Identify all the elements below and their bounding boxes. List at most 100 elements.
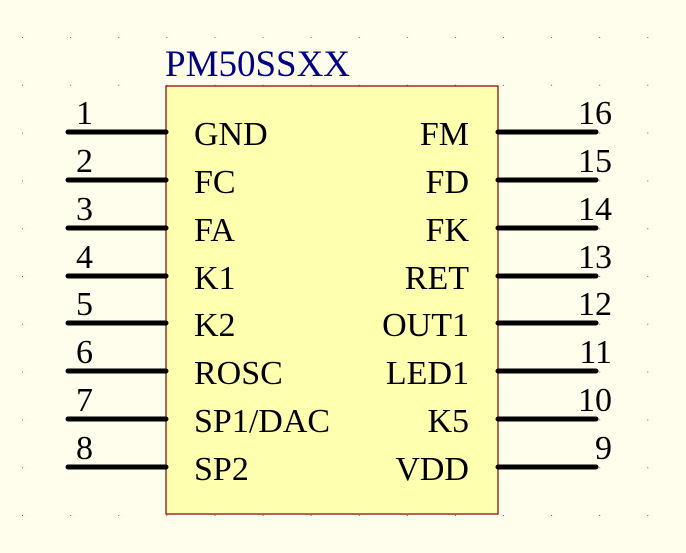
grid-dot bbox=[599, 515, 601, 516]
grid-dot bbox=[310, 37, 312, 38]
grid-dot bbox=[647, 37, 649, 38]
grid-dot bbox=[118, 37, 120, 38]
pin-label: FA bbox=[194, 212, 235, 249]
grid-dot bbox=[647, 467, 649, 469]
grid-dot bbox=[406, 37, 408, 38]
grid-dot bbox=[503, 84, 504, 86]
pin-number: 3 bbox=[76, 191, 93, 228]
grid-dot bbox=[406, 84, 408, 86]
pin-label: K5 bbox=[427, 403, 469, 440]
pin-label: ROSC bbox=[194, 355, 283, 392]
grid-dot bbox=[22, 228, 23, 230]
pin-label: FC bbox=[194, 164, 236, 201]
grid-dot bbox=[551, 37, 553, 38]
pin-number: 11 bbox=[579, 334, 612, 371]
pin-number: 16 bbox=[578, 95, 612, 132]
grid-dot bbox=[22, 515, 23, 516]
pin-number: 8 bbox=[76, 430, 93, 467]
pin-label: RET bbox=[405, 260, 469, 297]
grid-dot bbox=[599, 371, 601, 373]
pin-9[interactable]: 9 VDD bbox=[395, 430, 612, 488]
grid-dot bbox=[599, 84, 601, 86]
pin-label: K2 bbox=[194, 307, 236, 344]
grid-dot bbox=[70, 84, 72, 86]
grid-dot bbox=[599, 180, 601, 182]
pin-number: 2 bbox=[76, 143, 93, 180]
pin-4[interactable]: 4 K1 bbox=[65, 239, 236, 297]
grid-dot bbox=[599, 228, 601, 230]
grid-dot bbox=[599, 37, 601, 38]
grid-dot bbox=[262, 515, 264, 516]
grid-dot bbox=[647, 132, 649, 134]
grid-dot bbox=[70, 37, 72, 38]
pin-label: SP2 bbox=[194, 451, 249, 488]
pin-label: FM bbox=[420, 116, 469, 153]
pin-number: 1 bbox=[76, 95, 93, 132]
pin-number: 5 bbox=[76, 286, 93, 323]
grid-dot bbox=[22, 467, 23, 469]
grid-dot bbox=[22, 371, 23, 373]
grid-dot bbox=[599, 323, 601, 325]
pin-14[interactable]: 14 FK bbox=[426, 191, 612, 249]
grid-dot bbox=[358, 515, 360, 516]
grid-dot bbox=[22, 84, 23, 86]
pin-number: 13 bbox=[578, 239, 612, 276]
grid-dot bbox=[647, 180, 649, 182]
grid-dot bbox=[358, 37, 360, 38]
grid-dot bbox=[22, 419, 23, 421]
grid-dot bbox=[647, 323, 649, 325]
grid-dot bbox=[647, 228, 649, 230]
pin-5[interactable]: 5 K2 bbox=[65, 286, 236, 344]
pin-7[interactable]: 7 SP1/DAC bbox=[65, 382, 330, 440]
pin-label: LED1 bbox=[386, 355, 469, 392]
pins: 1 GND 2 FC 3 FA 4 K1 5 K2 6 ROSC 7 SP1/DAC 8 SP2 16 FM 15 F… bbox=[65, 95, 612, 488]
pin-number: 10 bbox=[578, 382, 612, 419]
pin-number: 12 bbox=[578, 286, 612, 323]
grid-dot bbox=[22, 180, 23, 182]
grid-dot bbox=[503, 37, 504, 38]
pin-number: 7 bbox=[76, 382, 93, 419]
grid-dot bbox=[647, 515, 649, 516]
grid-dot bbox=[599, 419, 601, 421]
pin-label: GND bbox=[194, 116, 268, 153]
pin-3[interactable]: 3 FA bbox=[65, 191, 235, 249]
pin-label: OUT1 bbox=[382, 307, 469, 344]
grid-dot bbox=[503, 515, 504, 516]
grid-dot bbox=[406, 515, 408, 516]
grid-dot bbox=[599, 276, 601, 277]
pin-2[interactable]: 2 FC bbox=[65, 143, 236, 201]
pin-15[interactable]: 15 FD bbox=[426, 143, 612, 201]
grid-dot bbox=[647, 371, 649, 373]
grid-dot bbox=[310, 515, 312, 516]
grid-dot bbox=[22, 276, 23, 277]
grid-dot bbox=[358, 84, 360, 86]
component-name[interactable]: PM50SSXX bbox=[165, 44, 350, 85]
pin-16[interactable]: 16 FM bbox=[420, 95, 612, 153]
grid-dot bbox=[166, 515, 168, 516]
grid-dot bbox=[214, 84, 216, 86]
grid-dot bbox=[599, 132, 601, 134]
grid-dot bbox=[118, 515, 120, 516]
pin-13[interactable]: 13 RET bbox=[405, 239, 612, 297]
grid-dot bbox=[454, 515, 456, 516]
grid-dot bbox=[454, 37, 456, 38]
pin-11[interactable]: 11 LED1 bbox=[386, 334, 612, 392]
grid-dot bbox=[22, 132, 23, 134]
grid-dot bbox=[551, 515, 553, 516]
grid-dot bbox=[166, 37, 168, 38]
grid-dot bbox=[118, 84, 120, 86]
component-body[interactable] bbox=[165, 85, 499, 515]
grid-dot bbox=[599, 467, 601, 469]
pin-label: SP1/DAC bbox=[194, 403, 330, 440]
pin-6[interactable]: 6 ROSC bbox=[65, 334, 283, 392]
grid-dot bbox=[262, 37, 264, 38]
pin-number: 6 bbox=[76, 334, 93, 371]
pin-number: 14 bbox=[578, 191, 612, 228]
pin-label: FK bbox=[426, 212, 470, 249]
pin-label: K1 bbox=[194, 260, 236, 297]
pin-label: VDD bbox=[395, 451, 469, 488]
pin-8[interactable]: 8 SP2 bbox=[65, 430, 249, 488]
pin-12[interactable]: 12 OUT1 bbox=[382, 286, 612, 344]
pin-10[interactable]: 10 K5 bbox=[427, 382, 612, 440]
pin-1[interactable]: 1 GND bbox=[65, 95, 268, 153]
